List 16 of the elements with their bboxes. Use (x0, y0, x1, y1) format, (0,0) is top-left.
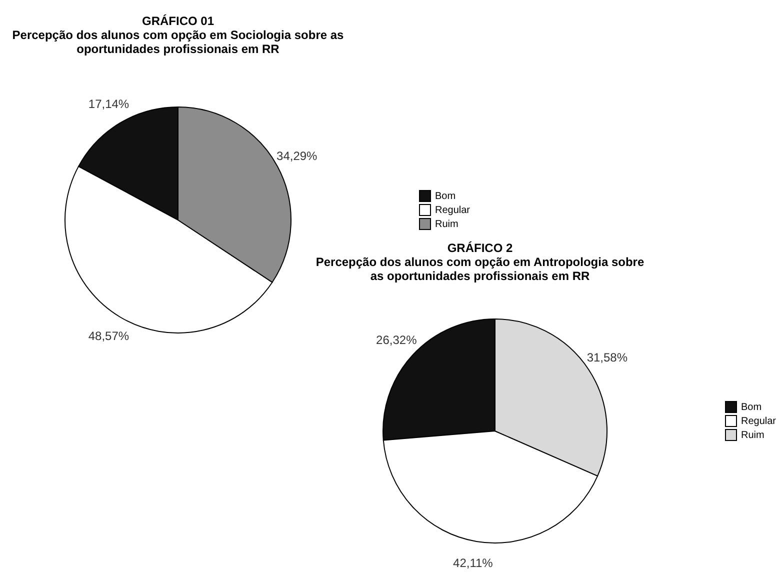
data-label: 34,29% (276, 149, 318, 164)
legend-label: Ruim (434, 218, 458, 230)
data-label: 31,58% (586, 350, 628, 365)
chart-subtitle: Percepção dos alunos com opção em Sociologia sobre as oportunidades profissionais em RR (11, 28, 345, 56)
chart-subtitle: Percepção dos alunos com opção em Antropologia sobre as oportunidades profissionais em RR (314, 255, 646, 283)
legend-label: Regular (434, 204, 470, 216)
legend-label: Ruim (740, 430, 764, 440)
legend-label: Regular (740, 416, 776, 426)
data-label: 26,32% (376, 333, 418, 348)
data-label: 48,57% (88, 328, 130, 343)
data-label: 42,11% (453, 556, 494, 570)
data-label: 17,14% (88, 97, 130, 112)
chart-title: GRÁFICO 2 (446, 241, 514, 255)
legend-label: Bom (434, 190, 456, 202)
legend-label: Bom (740, 402, 762, 412)
chart-title: GRÁFICO 01 (140, 14, 215, 28)
